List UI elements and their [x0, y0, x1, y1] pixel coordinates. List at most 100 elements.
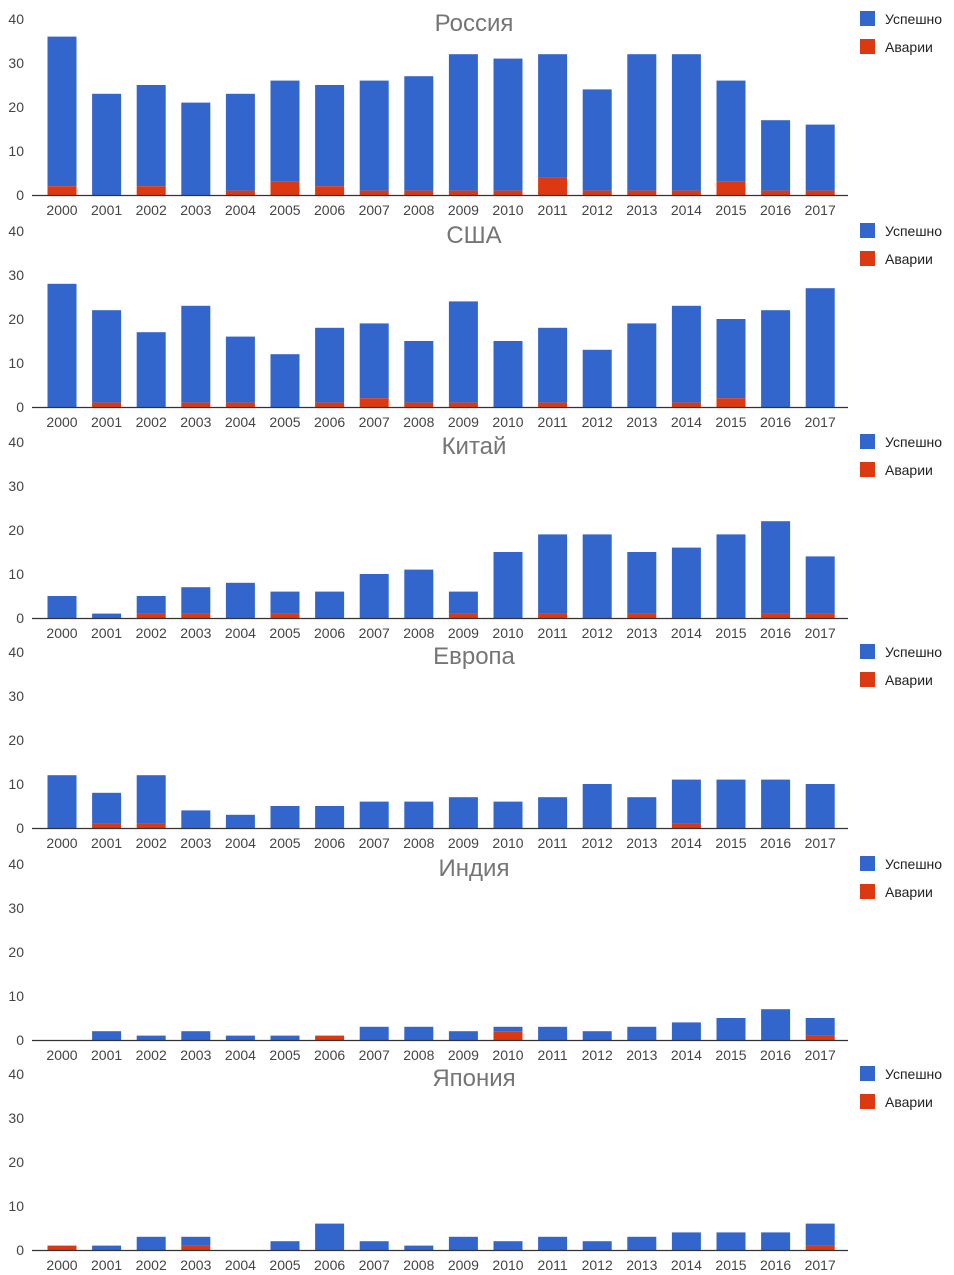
bar-failure [538, 177, 568, 195]
x-tick-label: 2002 [136, 835, 167, 851]
bar-success [315, 806, 345, 828]
x-tick-label: 2007 [359, 1257, 390, 1273]
x-tick-label: 2006 [314, 414, 345, 430]
x-tick-label: 2012 [582, 835, 613, 851]
x-tick-label: 2009 [448, 414, 479, 430]
bar-success [493, 801, 523, 828]
y-tick-label: 40 [8, 11, 24, 27]
bar-success [538, 797, 568, 828]
bar-success [671, 779, 701, 824]
x-tick-label: 2015 [715, 625, 746, 641]
x-tick-label: 2011 [538, 1047, 568, 1063]
legend-swatch [860, 223, 875, 238]
bar-failure [92, 402, 122, 407]
x-tick-label: 2015 [715, 835, 746, 851]
bar-failure [448, 190, 478, 195]
x-tick-label: 2003 [180, 202, 211, 218]
bar-success [92, 93, 122, 195]
bar-success [270, 591, 300, 614]
x-tick-label: 2016 [760, 414, 791, 430]
x-tick-label: 2009 [448, 625, 479, 641]
bar-success [181, 587, 211, 614]
x-tick-label: 2013 [626, 414, 657, 430]
bar-failure [671, 190, 701, 195]
chart-title: США [446, 222, 501, 249]
y-tick-label: 0 [16, 820, 24, 836]
bar-success [761, 779, 791, 828]
bar-success [136, 85, 166, 187]
x-tick-label: 2011 [538, 625, 568, 641]
bar-failure [225, 190, 255, 195]
x-tick-label: 2017 [805, 835, 836, 851]
x-tick-label: 2002 [136, 1047, 167, 1063]
x-tick-label: 2009 [448, 1257, 479, 1273]
bar-success [761, 120, 791, 191]
bar-failure [315, 186, 345, 195]
x-tick-label: 2005 [269, 414, 300, 430]
bar-failure [181, 613, 211, 618]
bar-failure [805, 1245, 835, 1250]
x-tick-label: 2000 [46, 625, 77, 641]
legend-label: Успешно [885, 1066, 942, 1082]
legend-label: Успешно [885, 856, 942, 872]
x-tick-label: 2012 [582, 414, 613, 430]
y-tick-label: 30 [8, 1110, 24, 1126]
x-tick-label: 2000 [46, 1257, 77, 1273]
bar-success [136, 1236, 166, 1250]
bar-success [315, 327, 345, 403]
x-tick-label: 2002 [136, 414, 167, 430]
x-tick-label: 2001 [91, 414, 122, 430]
y-tick-label: 0 [16, 1242, 24, 1258]
bar-success [136, 1035, 166, 1040]
chart-title: Россия [435, 10, 514, 37]
x-tick-label: 2013 [626, 1047, 657, 1063]
x-tick-label: 2000 [46, 202, 77, 218]
legend-swatch [860, 1094, 875, 1109]
x-tick-label: 2014 [671, 414, 702, 430]
chart-panel: 0 10 20 30 40 Китай 2000 2001 2002 2003 2004 2005 20… [8, 433, 942, 641]
bar-success [225, 814, 255, 828]
x-tick-label: 2000 [46, 414, 77, 430]
bar-failure [181, 402, 211, 407]
y-tick-label: 0 [16, 1032, 24, 1048]
bar-success [627, 1236, 657, 1250]
bar-success [136, 332, 166, 407]
bar-success [181, 305, 211, 403]
y-tick-label: 10 [8, 776, 24, 792]
y-tick-label: 30 [8, 267, 24, 283]
y-tick-label: 30 [8, 478, 24, 494]
x-tick-label: 2004 [225, 414, 256, 430]
bar-failure [671, 402, 701, 407]
bar-failure [716, 181, 746, 195]
bar-success [716, 80, 746, 182]
bar-success [448, 54, 478, 191]
bar-success [627, 797, 657, 828]
bar-failure [805, 190, 835, 195]
legend-swatch [860, 1066, 875, 1081]
x-tick-label: 2017 [805, 202, 836, 218]
chart-title: Япония [432, 1065, 515, 1092]
bar-success [359, 80, 389, 191]
bar-failure [627, 190, 657, 195]
legend-swatch [860, 462, 875, 477]
x-tick-label: 2012 [582, 202, 613, 218]
x-tick-label: 2001 [91, 1047, 122, 1063]
bar-success [92, 613, 122, 618]
bar-success [716, 1232, 746, 1250]
bar-failure [493, 1031, 523, 1040]
x-tick-label: 2013 [626, 835, 657, 851]
chart-title: Европа [433, 643, 515, 670]
bar-failure [270, 613, 300, 618]
bar-success [136, 775, 166, 824]
y-tick-label: 40 [8, 1066, 24, 1082]
x-tick-label: 2008 [403, 202, 434, 218]
chart-title: Китай [442, 433, 507, 460]
bar-success [493, 552, 523, 618]
x-tick-label: 2001 [91, 835, 122, 851]
x-tick-label: 2004 [225, 1047, 256, 1063]
x-tick-label: 2008 [403, 835, 434, 851]
bar-success [404, 801, 434, 828]
bar-success [493, 341, 523, 407]
bar-failure [359, 190, 389, 195]
x-tick-label: 2009 [448, 835, 479, 851]
